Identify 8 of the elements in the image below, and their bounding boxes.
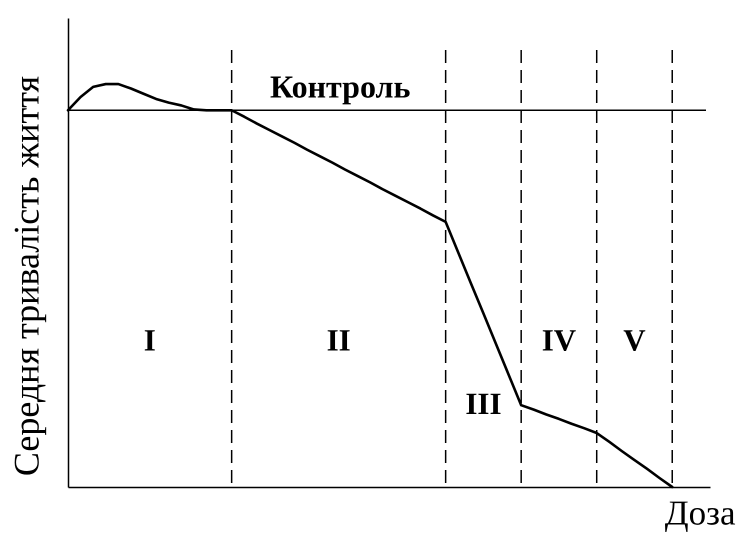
annotation: I [144, 322, 156, 358]
annotation: III [465, 386, 502, 422]
annotation: IV [542, 322, 577, 358]
ref-line-label: Контроль [270, 68, 410, 104]
annotation: II [326, 322, 351, 358]
x-axis-title: Доза [664, 494, 736, 532]
y-axis-title: Середня тривалість життя [6, 76, 46, 476]
annotation: V [623, 322, 646, 358]
